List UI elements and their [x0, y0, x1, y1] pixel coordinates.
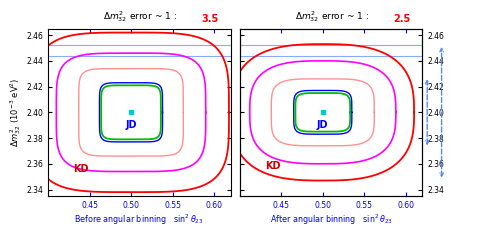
Y-axis label: $\Delta m^2_{32}\ (10^{-3}\ \mathrm{eV}^2)$: $\Delta m^2_{32}\ (10^{-3}\ \mathrm{eV}^… [9, 78, 24, 147]
Text: 2.5: 2.5 [393, 14, 410, 24]
Text: $\Delta m^2_{32}$ error ~ 1 :: $\Delta m^2_{32}$ error ~ 1 : [103, 9, 178, 24]
Text: JD: JD [125, 120, 137, 130]
Text: KD: KD [265, 161, 281, 171]
Text: $\Delta m^2_{32}$ error ~ 1 :: $\Delta m^2_{32}$ error ~ 1 : [295, 9, 370, 24]
X-axis label: Before angular binning   $\sin^2\theta_{23}$: Before angular binning $\sin^2\theta_{23… [74, 213, 204, 227]
Text: KD: KD [73, 164, 89, 174]
Text: JD: JD [317, 120, 328, 130]
X-axis label: After angular binning   $\sin^2\theta_{23}$: After angular binning $\sin^2\theta_{23}… [270, 213, 393, 227]
Text: 3.5: 3.5 [202, 14, 219, 24]
